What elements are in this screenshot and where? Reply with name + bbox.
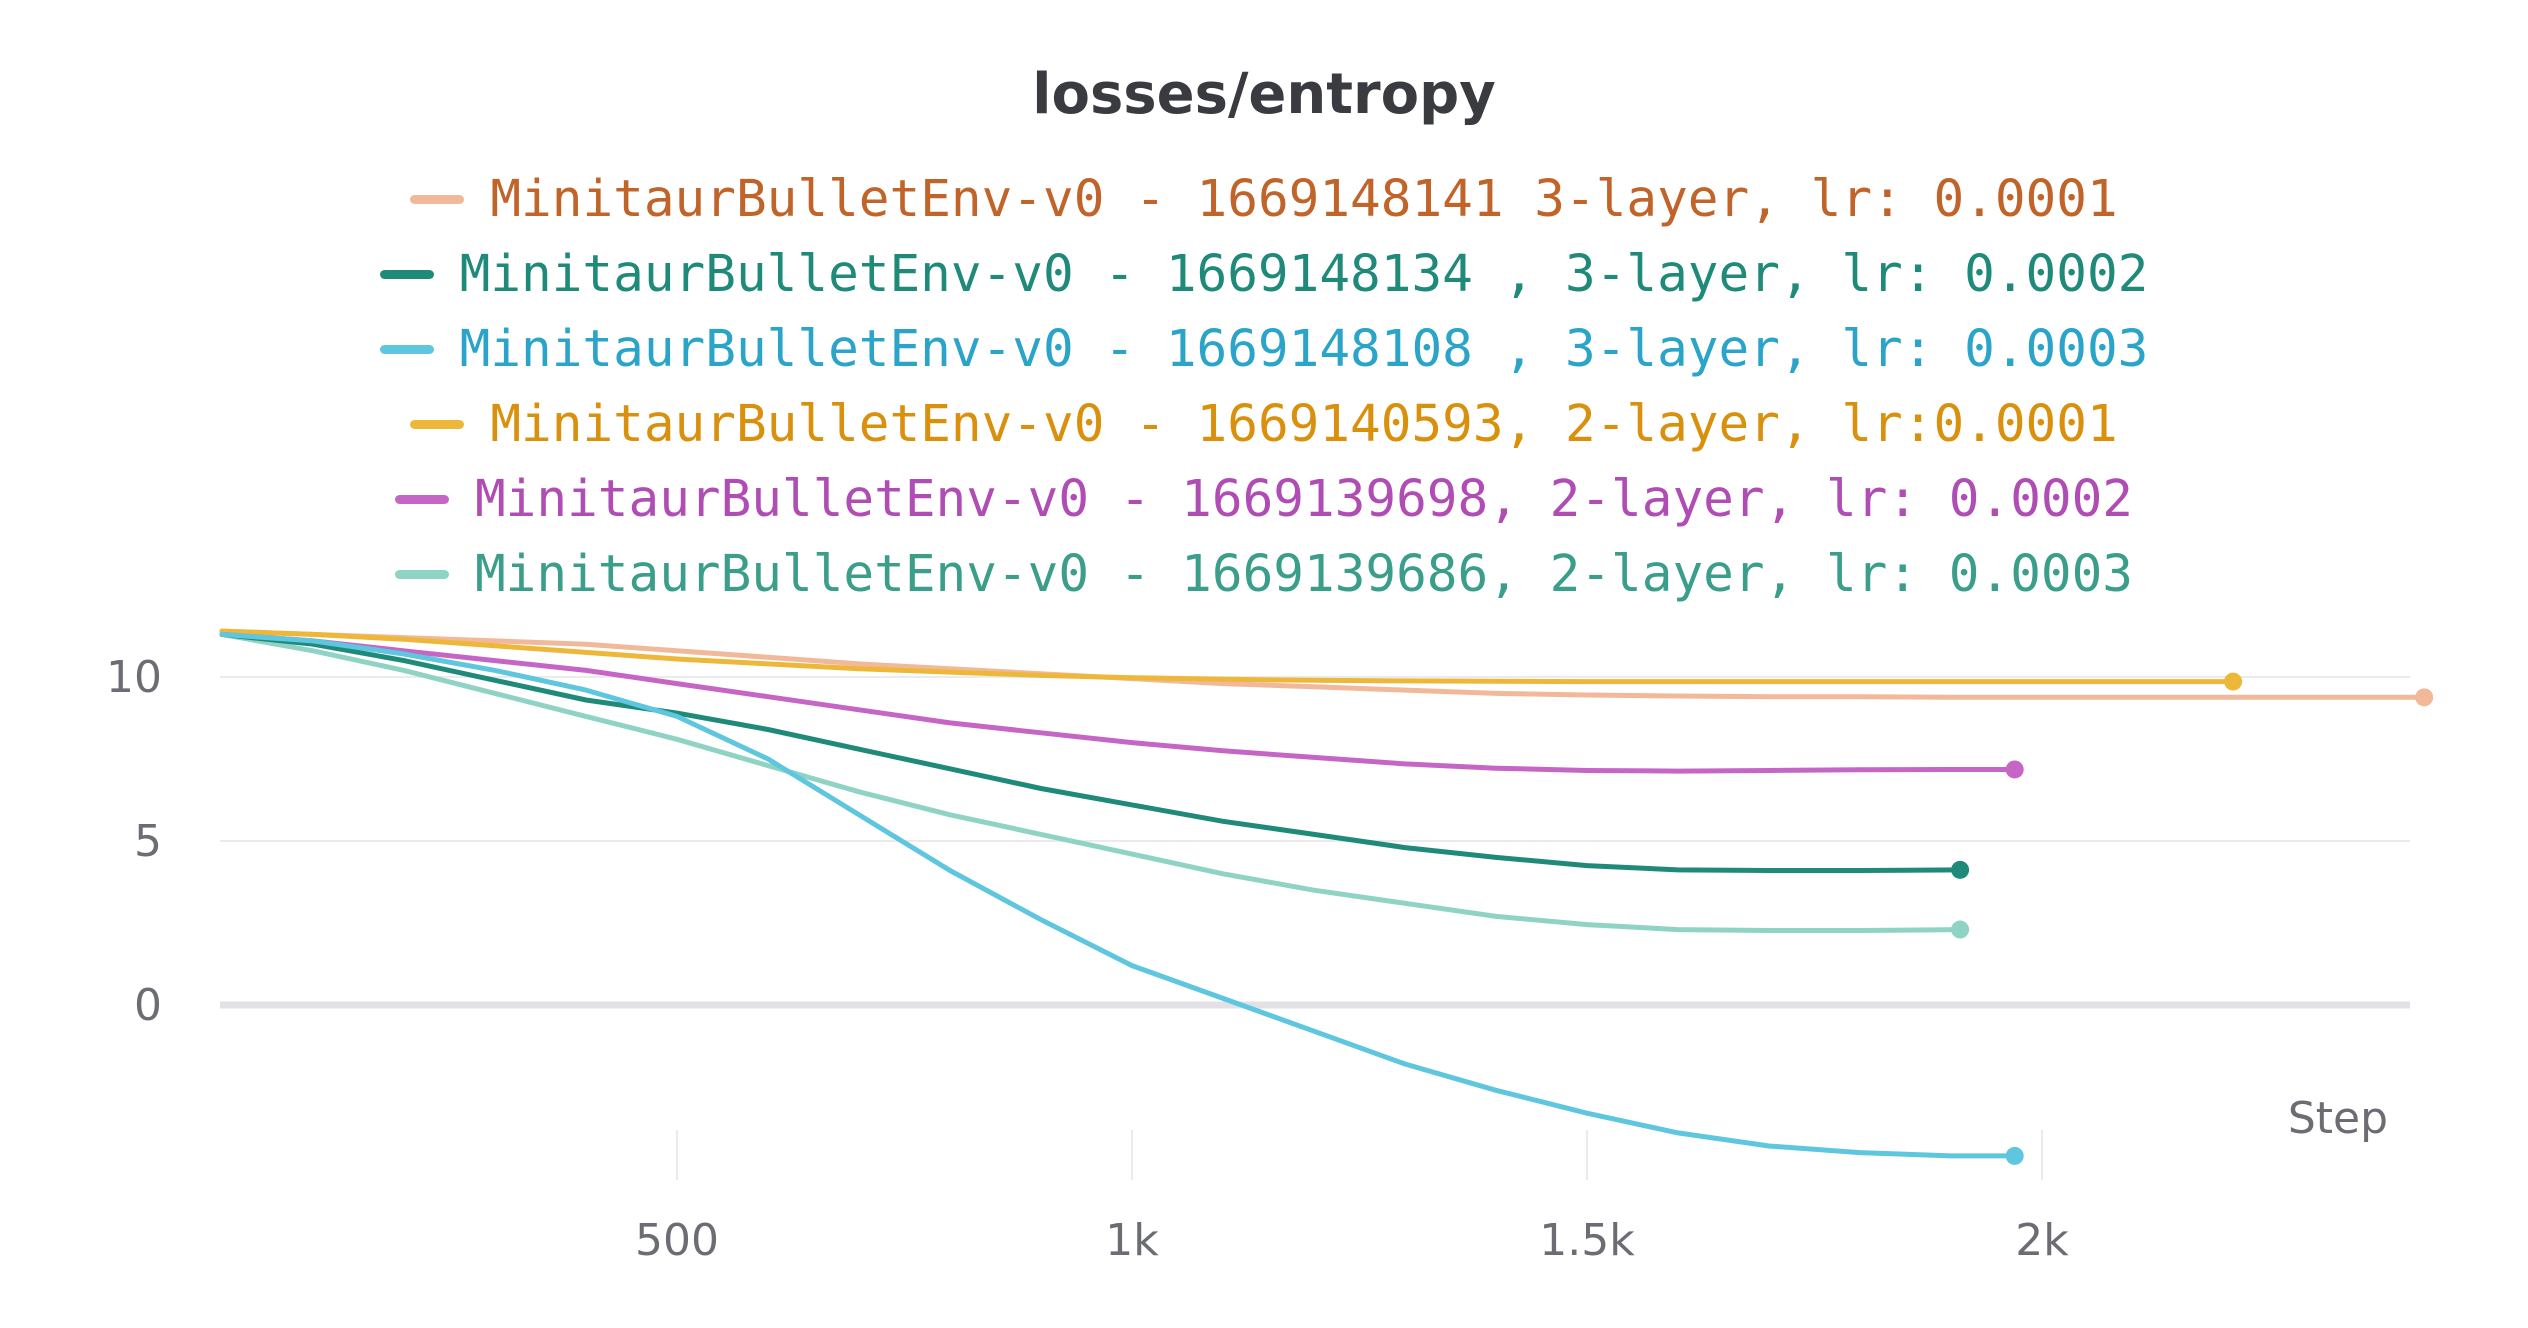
series-end-marker <box>2005 760 2024 779</box>
x-tick-label: 1k <box>1105 1215 1159 1266</box>
legend-swatch <box>394 495 449 504</box>
legend-item[interactable]: MinitaurBulletEnv-v0 - 1669140593, 2-lay… <box>0 387 2528 462</box>
y-tick-label: 5 <box>134 816 162 867</box>
legend-label: MinitaurBulletEnv-v0 - 1669139698, 2-lay… <box>474 470 2134 529</box>
legend-item[interactable]: MinitaurBulletEnv-v0 - 1669148134 , 3-la… <box>0 237 2528 312</box>
x-tick-label: 1.5k <box>1539 1215 1635 1266</box>
legend-item[interactable]: MinitaurBulletEnv-v0 - 1669139686, 2-lay… <box>0 537 2528 612</box>
series-end-marker <box>1951 860 1970 879</box>
series-end-marker <box>2224 672 2243 691</box>
series-line[interactable] <box>219 631 1963 873</box>
x-tick-label: 2k <box>2015 1215 2069 1266</box>
legend-label: MinitaurBulletEnv-v0 - 1669148108 , 3-la… <box>459 320 2149 379</box>
legend-label: MinitaurBulletEnv-v0 - 1669148134 , 3-la… <box>459 245 2149 304</box>
chart-title: losses/entropy <box>1032 62 1496 127</box>
x-tick-label: 500 <box>635 1215 719 1266</box>
y-tick-label: 10 <box>106 652 162 703</box>
legend-swatch <box>379 270 434 279</box>
legend-swatch <box>410 420 465 429</box>
series-end-marker <box>2415 688 2434 707</box>
series-line[interactable] <box>219 631 2018 774</box>
series-end-marker <box>2005 1146 2024 1165</box>
legend-label: MinitaurBulletEnv-v0 - 1669140593, 2-lay… <box>490 395 2118 454</box>
legend-swatch <box>410 195 465 204</box>
series-line[interactable] <box>219 631 2018 1159</box>
legend-label: MinitaurBulletEnv-v0 - 1669148141 3-laye… <box>490 170 2118 229</box>
series-line[interactable] <box>219 628 2427 700</box>
legend-item[interactable]: MinitaurBulletEnv-v0 - 1669148141 3-laye… <box>0 162 2528 237</box>
legend-item[interactable]: MinitaurBulletEnv-v0 - 1669139698, 2-lay… <box>0 462 2528 537</box>
legend-swatch <box>394 570 449 579</box>
legend: MinitaurBulletEnv-v0 - 1669148141 3-laye… <box>0 162 2528 612</box>
x-axis-label: Step <box>2288 1093 2388 1144</box>
legend-label: MinitaurBulletEnv-v0 - 1669139686, 2-lay… <box>474 545 2134 604</box>
series-line[interactable] <box>219 628 2236 685</box>
series-end-marker <box>1951 920 1970 939</box>
y-tick-label: 0 <box>134 980 162 1031</box>
legend-swatch <box>379 345 434 354</box>
legend-item[interactable]: MinitaurBulletEnv-v0 - 1669148108 , 3-la… <box>0 312 2528 387</box>
series-line[interactable] <box>219 631 1963 933</box>
